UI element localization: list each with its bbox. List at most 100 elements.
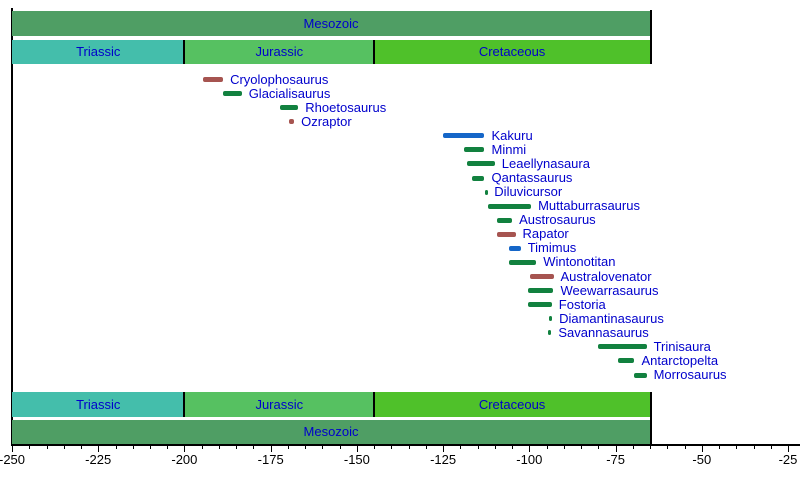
taxon-label: Antarctopelta <box>641 352 719 368</box>
minor-tick <box>546 446 548 449</box>
minor-tick <box>167 446 169 449</box>
minor-tick <box>236 446 238 449</box>
era-label-bottom: Mesozoic <box>303 424 359 439</box>
era-label-top: Mesozoic <box>303 16 359 31</box>
period-jurassic: Jurassic <box>184 40 375 64</box>
taxon-range-bar <box>508 245 521 251</box>
taxon-range-bar <box>467 161 495 167</box>
minor-tick <box>598 446 600 449</box>
major-tick <box>788 446 789 452</box>
tick-label: -250 <box>0 452 26 467</box>
era-band-top: Mesozoic <box>12 11 651 36</box>
taxon-label: Rhoetosaurus <box>305 99 387 115</box>
taxon-range-bar <box>549 316 553 322</box>
minor-tick <box>253 446 255 449</box>
tick-label: -225 <box>85 452 112 467</box>
minor-tick <box>477 446 479 449</box>
taxon-label: Morrosaurus <box>653 367 727 382</box>
taxon-range-bar <box>633 372 647 378</box>
minor-tick <box>201 446 203 449</box>
minor-tick <box>29 446 31 449</box>
taxon-range-bar <box>203 77 224 82</box>
minor-tick <box>132 446 134 449</box>
taxon-range-bar <box>598 344 647 350</box>
taxon-label: Qantassaurus <box>491 170 573 185</box>
tick-label: -200 <box>171 452 198 467</box>
taxon-range-bar <box>472 175 485 181</box>
minor-tick <box>218 446 220 449</box>
period-label: Triassic <box>76 44 121 59</box>
taxon-label: Kakuru <box>491 127 533 143</box>
taxon-label: Timimus <box>527 240 577 256</box>
taxon-range-bar <box>528 302 552 308</box>
period-boundary-line <box>373 392 376 417</box>
taxon-label: Austrosaurus <box>519 212 596 228</box>
period-boundary-line <box>373 40 376 64</box>
period-cretaceous: Cretaceous <box>374 40 651 64</box>
taxon-range-bar <box>289 119 295 125</box>
period-jurassic: Jurassic <box>184 392 375 417</box>
taxon-label: Fostoria <box>558 296 606 312</box>
major-tick <box>356 446 358 452</box>
era-band-bottom: Mesozoic <box>12 420 651 444</box>
minor-tick <box>563 446 565 449</box>
period-label: Jurassic <box>255 44 304 59</box>
taxon-label: Leaellynasaura <box>501 155 590 171</box>
major-tick <box>443 446 445 452</box>
minor-tick <box>581 446 583 449</box>
taxon-range-bar <box>530 274 554 279</box>
minor-tick <box>391 446 393 449</box>
period-triassic: Triassic <box>12 40 185 64</box>
taxon-range-bar <box>496 217 513 223</box>
taxon-label: Trinisaura <box>653 338 711 354</box>
taxon-range-bar <box>280 105 299 111</box>
minor-tick <box>494 446 496 449</box>
taxon-label: Muttaburrasaurus <box>538 198 640 214</box>
major-tick <box>701 446 703 452</box>
minor-tick <box>684 446 686 449</box>
taxon-range-bar <box>443 133 485 139</box>
period-band-bottom: Triassic Jurassic Cretaceous <box>0 392 800 417</box>
tick-label: -75 <box>606 452 625 467</box>
taxon-range-bar <box>463 147 485 153</box>
tick-label: -100 <box>516 452 543 467</box>
major-tick <box>270 446 272 452</box>
taxon-label: Glacialisaurus <box>248 85 331 101</box>
taxon-label: Cryolophosaurus <box>230 71 329 87</box>
taxon-label: Ozraptor <box>301 113 352 129</box>
tick-label: -175 <box>257 452 284 467</box>
minor-tick <box>753 446 755 449</box>
minor-tick <box>632 446 634 449</box>
minor-tick <box>719 446 720 449</box>
minor-tick <box>736 446 738 449</box>
minor-tick <box>46 446 48 449</box>
era-end-line-bottom <box>650 392 653 445</box>
minor-tick <box>667 446 669 449</box>
x-axis-line <box>11 444 800 446</box>
period-band-top: Triassic Jurassic Cretaceous <box>0 40 800 64</box>
minor-tick <box>770 446 772 449</box>
minor-tick <box>115 446 117 449</box>
taxon-label: Weewarrasaurus <box>560 282 659 298</box>
taxon-label: Wintonotitan <box>543 254 616 270</box>
taxon-label: Minmi <box>491 141 527 157</box>
minor-tick <box>150 446 151 449</box>
minor-tick <box>81 446 82 449</box>
minor-tick <box>339 446 341 449</box>
taxon-range-bar <box>508 259 537 265</box>
minor-tick <box>63 446 65 449</box>
minor-tick <box>650 446 651 449</box>
major-tick <box>12 446 13 452</box>
tick-label: -50 <box>692 452 712 467</box>
taxon-label: Diluvicursor <box>494 184 563 200</box>
era-end-line-top <box>650 10 653 64</box>
minor-tick <box>425 446 427 449</box>
minor-tick <box>512 446 514 449</box>
taxon-range-bar <box>548 330 552 336</box>
minor-tick <box>460 446 462 449</box>
tick-label: -150 <box>343 452 370 467</box>
minor-tick <box>374 446 376 449</box>
minor-tick <box>305 446 307 449</box>
major-tick <box>615 446 617 452</box>
